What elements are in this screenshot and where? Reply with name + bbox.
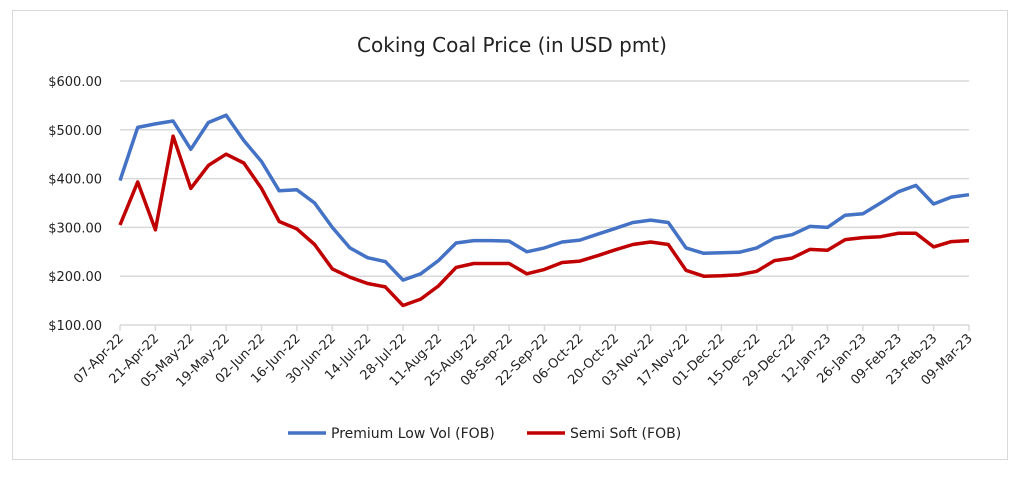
y-tick-label: $300.00 [48,221,102,236]
series-line-premium-low-vol [118,113,970,282]
y-tick-label: $600.00 [48,75,102,90]
chart-title: Coking Coal Price (in USD pmt) [357,33,667,57]
y-tick-label: $200.00 [48,270,102,285]
legend-label: Premium Low Vol (FOB) [331,426,495,442]
chart-frame [12,10,1008,460]
series-line-semi-soft [118,134,970,308]
y-tick-label: $100.00 [48,319,102,334]
legend-label: Semi Soft (FOB) [570,426,681,442]
y-tick-label: $400.00 [48,173,102,188]
y-tick-label: $500.00 [48,124,102,139]
